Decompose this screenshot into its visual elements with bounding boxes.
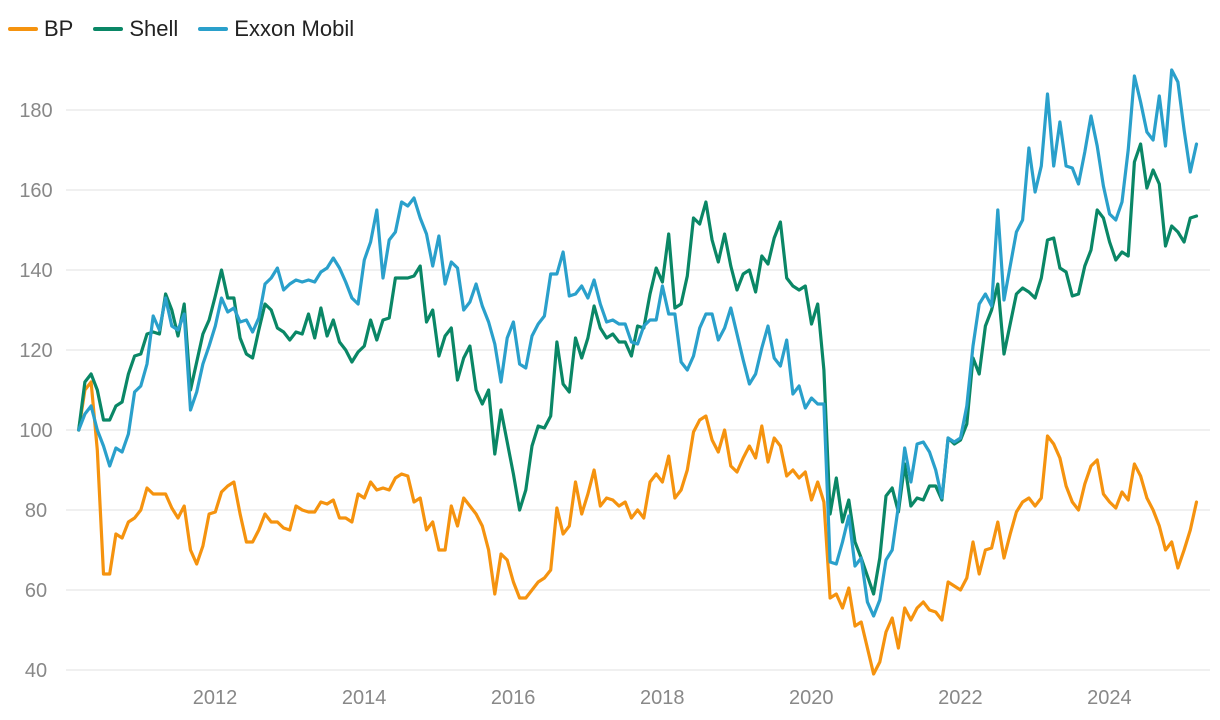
series-line-shell[interactable]: [77, 142, 1199, 596]
series-line-exxon-mobil[interactable]: [77, 68, 1199, 618]
legend-label-shell: Shell: [129, 16, 179, 41]
x-tick-label-2018: 2018: [640, 687, 685, 709]
y-tick-label-40: 40: [25, 660, 47, 682]
x-tick-label-2016: 2016: [491, 687, 536, 709]
x-tick-label-2014: 2014: [342, 687, 387, 709]
y-tick-label-80: 80: [25, 500, 47, 522]
y-tick-label-140: 140: [19, 260, 52, 282]
x-tick-label-2012: 2012: [193, 687, 238, 709]
y-tick-label-100: 100: [19, 420, 52, 442]
y-axis-ticks: 40 60 80 100 120 140 160 180: [19, 100, 52, 682]
y-tick-label-160: 160: [19, 180, 52, 202]
x-tick-label-2022: 2022: [938, 687, 983, 709]
x-tick-label-2020: 2020: [789, 687, 834, 709]
x-axis-ticks: 2012 2014 2016 2018 2020 2022 2024: [193, 687, 1132, 709]
legend-item-bp[interactable]: BP: [8, 16, 73, 42]
y-tick-label-120: 120: [19, 340, 52, 362]
series-lines: [77, 68, 1199, 676]
gridlines: [66, 109, 1210, 671]
y-tick-label-180: 180: [19, 100, 52, 122]
legend-label-exxon-mobil: Exxon Mobil: [234, 16, 355, 41]
legend-label-bp: BP: [44, 16, 74, 41]
legend-swatch-bp: [8, 27, 38, 31]
legend-swatch-exxon-mobil: [198, 27, 229, 31]
x-tick-label-2024: 2024: [1087, 687, 1132, 709]
legend-swatch-shell: [93, 27, 124, 31]
legend-item-exxon-mobil[interactable]: Exxon Mobil: [198, 16, 354, 42]
series-line-bp[interactable]: [77, 380, 1199, 676]
legend: BP Shell Exxon Mobil: [8, 16, 354, 42]
y-tick-label-60: 60: [25, 580, 47, 602]
legend-item-shell[interactable]: Shell: [93, 16, 178, 42]
